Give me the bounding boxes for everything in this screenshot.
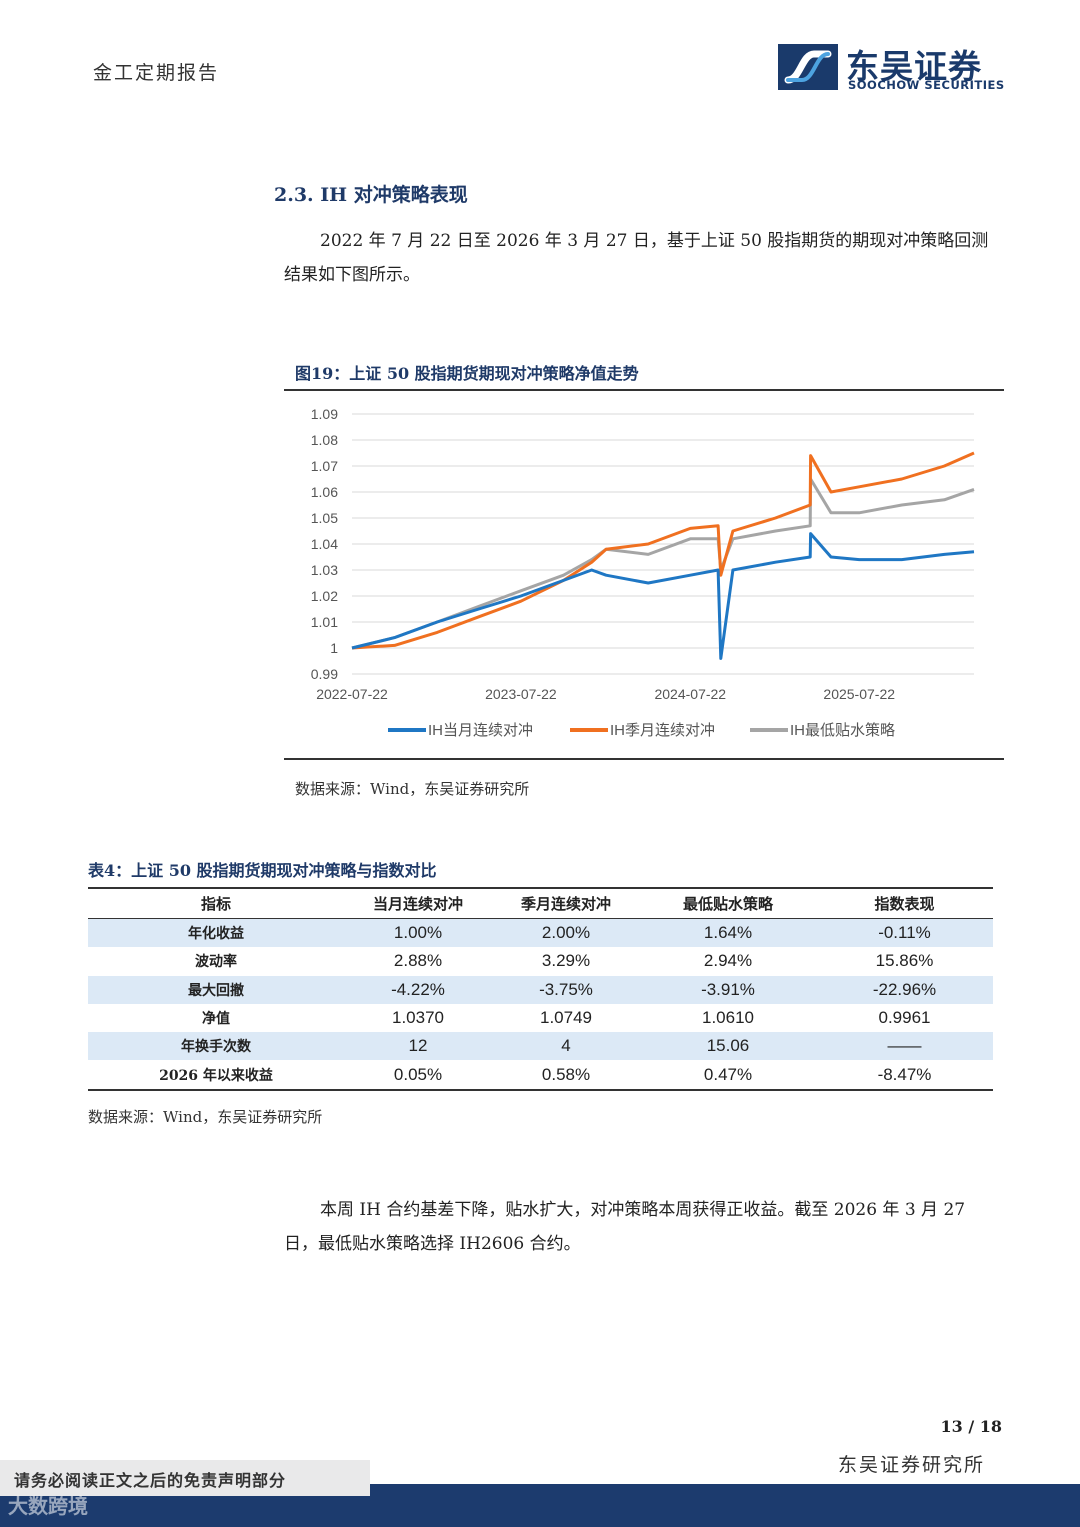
- cell-value: 15.06: [640, 1032, 816, 1061]
- series-line-2: [351, 451, 975, 650]
- figure-source: 数据来源：Wind，东吴证券研究所: [295, 780, 530, 798]
- y-tick-label: 1.09: [311, 406, 338, 422]
- cell-value: 1.0610: [702, 1008, 754, 1028]
- y-tick-label: 0.99: [311, 666, 338, 682]
- figure-bottom-rule: [284, 758, 1004, 760]
- brand-mark-icon: [778, 44, 838, 90]
- disclaimer-box: 请务必阅读正文之后的免责声明部分: [0, 1460, 370, 1496]
- table-row: 2026 年以来收益 0.05% 0.58% 0.47% -8.47%: [88, 1060, 993, 1091]
- brand-name-cn: 东吴证券: [846, 47, 982, 86]
- table-header-cell: 指数表现: [816, 887, 993, 919]
- cell-value: 4: [492, 1032, 640, 1061]
- cell-value: -22.96%: [816, 975, 993, 1004]
- y-tick-label: 1: [330, 640, 338, 656]
- row-label: 年换手次数: [88, 1032, 344, 1061]
- cell-value: 2.94%: [703, 951, 753, 971]
- cell-value: 0.58%: [492, 1060, 640, 1091]
- table-row: 净值 1.0370 1.0749 1.0610 0.9961: [88, 1004, 993, 1032]
- cell-value: 1.0749: [540, 1008, 592, 1028]
- y-tick-label: 1.01: [311, 614, 338, 630]
- disclaimer-text: 请务必阅读正文之后的免责声明部分: [14, 1471, 287, 1490]
- cell-value: ——: [816, 1032, 993, 1061]
- cell-value: -0.11%: [816, 918, 993, 948]
- brand-name-en: SOOCHOW SECURITIES: [848, 78, 1005, 92]
- y-tick-label: 1.06: [311, 484, 338, 500]
- table-source: 数据来源：Wind，东吴证券研究所: [88, 1108, 323, 1126]
- legend-label: IH季月连续对冲: [610, 722, 715, 739]
- footer-org: 东吴证券研究所: [838, 1454, 986, 1476]
- cell-value: 1.64%: [640, 918, 816, 948]
- table-row: 最大回撤 -4.22% -3.75% -3.91% -22.96%: [88, 975, 993, 1004]
- row-label: 波动率: [195, 954, 237, 971]
- table-header-row: 指标 当月连续对冲 季月连续对冲 最低贴水策略 指数表现: [88, 887, 993, 919]
- table-header-cell: 当月连续对冲: [344, 887, 492, 919]
- brand-logo: 东吴证券 SOOCHOW SECURITIES: [778, 42, 1005, 94]
- cell-value: -4.22%: [344, 975, 492, 1004]
- table-header-cell: 最低贴水策略: [640, 887, 816, 919]
- x-tick-label: 2025-07-22: [823, 686, 895, 702]
- x-tick-label: 2023-07-22: [485, 686, 557, 702]
- table-title: 表4：上证 50 股指期货期现对冲策略与指数对比: [88, 861, 437, 880]
- y-tick-label: 1.04: [311, 536, 338, 552]
- table-header-cell: 指标: [88, 887, 344, 919]
- page-number: 13 / 18: [940, 1417, 1002, 1436]
- y-tick-label: 1.02: [311, 588, 338, 604]
- series-line-1: [351, 532, 975, 660]
- series-line-3: [351, 477, 975, 650]
- figure-title: 图19：上证 50 股指期货期现对冲策略净值走势: [295, 364, 639, 383]
- cell-value: -8.47%: [816, 1060, 993, 1091]
- legend-label: IH最低贴水策略: [790, 722, 895, 739]
- x-tick-label: 2022-07-22: [316, 686, 388, 702]
- row-label: 2026 年以来收益: [88, 1060, 344, 1091]
- row-label: 年化收益: [88, 918, 344, 948]
- table-row: 年化收益 1.00% 2.00% 1.64% -0.11%: [88, 918, 993, 948]
- report-type-label: 金工定期报告: [93, 62, 220, 84]
- y-tick-label: 1.08: [311, 432, 338, 448]
- table-row: 波动率 2.88% 3.29% 2.94% 15.86%: [88, 947, 993, 975]
- figure-top-rule: [284, 389, 1004, 391]
- row-label: 最大回撤: [88, 975, 344, 1004]
- cell-value: -3.91%: [640, 975, 816, 1004]
- comparison-table: 指标 当月连续对冲 季月连续对冲 最低贴水策略 指数表现 年化收益 1.00% …: [88, 887, 993, 1091]
- cell-value: 15.86%: [875, 951, 934, 971]
- row-label: 净值: [202, 1011, 230, 1028]
- y-tick-label: 1.05: [311, 510, 338, 526]
- intro-paragraph: 2022 年 7 月 22 日至 2026 年 3 月 27 日，基于上证 50…: [284, 231, 989, 285]
- legend-label: IH当月连续对冲: [428, 722, 533, 739]
- cell-value: 1.0370: [392, 1008, 444, 1028]
- y-tick-label: 1.03: [311, 562, 338, 578]
- x-tick-label: 2024-07-22: [654, 686, 726, 702]
- watermark: 大数跨境: [8, 1494, 88, 1518]
- cell-value: 2.88%: [393, 951, 443, 971]
- cell-value: 1.00%: [344, 918, 492, 948]
- section-title: 2.3. IH 对冲策略表现: [274, 184, 468, 206]
- cell-value: 0.47%: [640, 1060, 816, 1091]
- cell-value: 2.00%: [492, 918, 640, 948]
- y-tick-label: 1.07: [311, 458, 338, 474]
- table-header-cell: 季月连续对冲: [492, 887, 640, 919]
- cell-value: 12: [344, 1032, 492, 1061]
- net-value-chart: 0.99 1 1.01 1.02 1.03 1.04 1.05 1.06 1.07 1.08 1.0…: [311, 406, 975, 739]
- chart-container: 0.99 1 1.01 1.02 1.03 1.04 1.05 1.06 1.07 1.08 1.0…: [284, 390, 1004, 760]
- cell-value: 0.9961: [878, 1008, 931, 1028]
- table-row: 年换手次数 12 4 15.06 ——: [88, 1032, 993, 1061]
- cell-value: 0.05%: [344, 1060, 492, 1091]
- cell-value: -3.75%: [492, 975, 640, 1004]
- summary-paragraph: 本周 IH 合约基差下降，贴水扩大，对冲策略本周获得正收益。截至 2026 年 …: [284, 1200, 966, 1254]
- cell-value: 3.29%: [541, 951, 591, 971]
